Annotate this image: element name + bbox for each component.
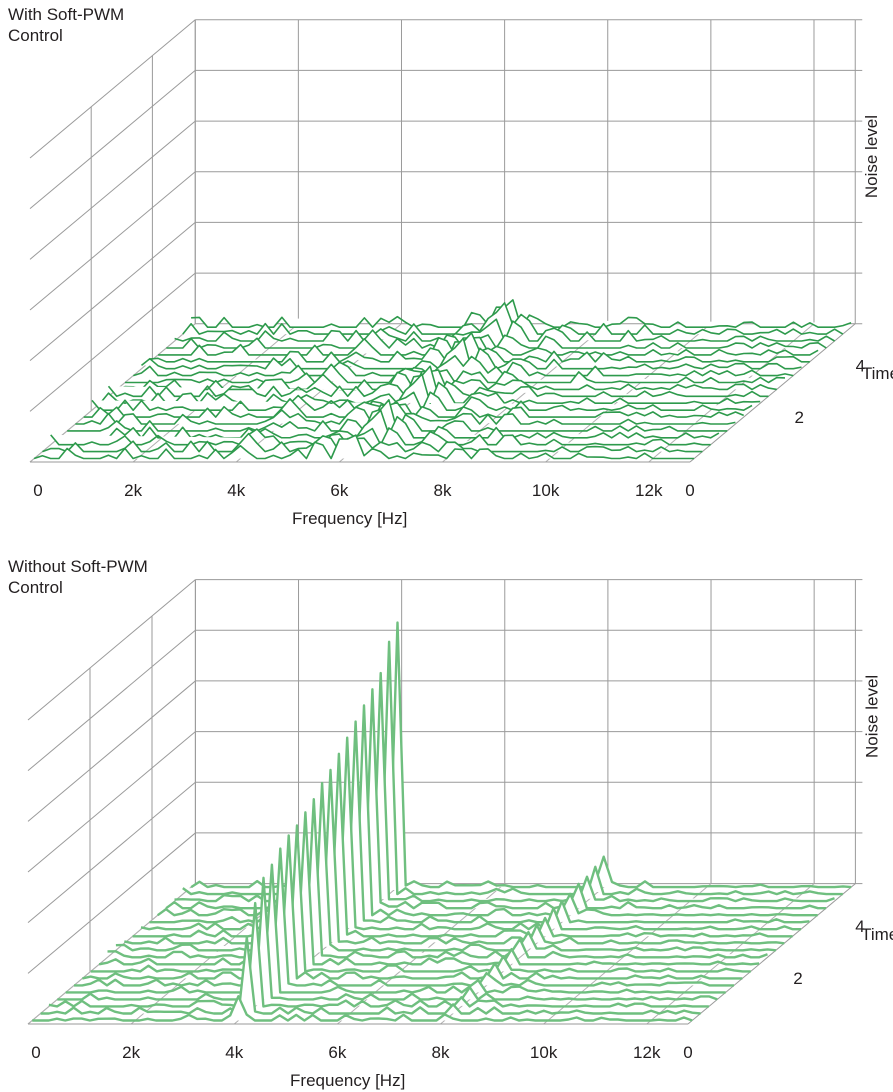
spectrum-trace	[57, 876, 718, 1001]
z-axis-label: Noise level	[862, 115, 881, 198]
spectrum-trace	[90, 824, 751, 973]
time-axis-line	[689, 323, 856, 463]
spectrum-trace	[32, 995, 693, 1022]
grid-line	[29, 272, 196, 412]
left-wall-grid	[29, 19, 196, 463]
spectrum-trace	[99, 373, 761, 405]
chart-with-soft-pwm: With Soft-PWM Control 0 2k 4k 6k 8k 10k 12k Fre…	[8, 5, 893, 528]
traces	[33, 299, 852, 460]
z-axis-label: Noise level	[862, 675, 881, 758]
y-tick-label: 2	[794, 408, 803, 427]
grid-line	[27, 781, 196, 924]
spectrum-trace	[132, 752, 793, 938]
x-axis-label: Frequency [Hz]	[292, 509, 407, 528]
spectrum-trace	[98, 811, 760, 966]
x-tick-label: 4k	[225, 1043, 243, 1062]
x-tick-label: 0	[33, 481, 42, 500]
grid-line	[27, 629, 196, 772]
chart-title: Without Soft-PWM Control	[8, 557, 148, 597]
y-axis-label: Time [s]	[861, 925, 893, 944]
x-ticks: 0 2k 4k 6k 8k 10k 12k	[33, 481, 663, 500]
x-tick-label: 10k	[530, 1043, 558, 1062]
y-ticks: 0 2 4	[683, 917, 864, 1062]
spectrum-trace	[82, 834, 743, 980]
grid-line	[646, 883, 815, 1025]
back-wall-grid	[194, 19, 863, 325]
chart-title: With Soft-PWM Control	[8, 5, 125, 45]
grid-line	[27, 680, 196, 822]
y-tick-label: 0	[685, 481, 694, 500]
spectrum-trace	[165, 688, 827, 910]
x-axis-label: Frequency [Hz]	[290, 1071, 405, 1090]
spectrum-trace	[140, 736, 801, 931]
spectrum-trace	[65, 863, 726, 994]
grid-line	[27, 832, 196, 974]
grid-line	[27, 731, 196, 873]
grid-line	[442, 323, 609, 463]
spectrum-trace	[40, 936, 701, 1015]
grid-line	[29, 70, 196, 210]
spectrum-trace	[33, 434, 695, 460]
grid-line	[29, 171, 196, 311]
y-tick-label: 2	[793, 969, 802, 988]
x-tick-label: 2k	[122, 1043, 140, 1062]
grid-line	[29, 120, 196, 260]
grid-line	[29, 222, 196, 362]
spectrum-trace	[48, 901, 709, 1008]
y-tick-label: 0	[683, 1043, 692, 1062]
x-tick-label: 4k	[227, 481, 245, 500]
x-tick-label: 2k	[124, 481, 142, 500]
spectrum-trace	[115, 781, 777, 952]
spectrum-trace	[133, 354, 794, 377]
y-tick-label: 4	[856, 357, 865, 376]
grid-line	[545, 323, 712, 463]
y-tick-label: 4	[855, 917, 864, 936]
left-wall-grid	[27, 579, 196, 1025]
waterfall-plot: 0 2k 4k 6k 8k 10k 12k Frequency [Hz] 0 2 4Time [s]…	[29, 19, 893, 528]
spectrum-trace	[149, 720, 810, 924]
y-ticks: 0 2 4	[685, 357, 865, 500]
x-tick-label: 6k	[330, 481, 348, 500]
traces	[32, 621, 852, 1022]
grid-line	[27, 579, 196, 721]
spectrum-trace	[74, 847, 734, 987]
waterfall-plot: 0 2k 4k 6k 8k 10k 12k Frequency [Hz] 0 2 4Time [s]…	[27, 579, 893, 1090]
x-tick-label: 10k	[532, 481, 560, 500]
time-axis-line	[687, 883, 856, 1025]
x-tick-label: 12k	[635, 481, 663, 500]
spectrum-trace	[124, 768, 785, 945]
x-tick-label: 6k	[328, 1043, 346, 1062]
chart-without-soft-pwm: Without Soft-PWM Control 0 2k 4k 6k 8k 10k 12k…	[0, 546, 893, 1092]
spectrum-trace	[107, 797, 768, 959]
x-ticks: 0 2k 4k 6k 8k 10k 12k	[31, 1043, 661, 1062]
x-tick-label: 0	[31, 1043, 40, 1062]
x-tick-label: 8k	[432, 1043, 450, 1062]
y-axis-label: Time [s]	[862, 364, 893, 383]
x-tick-label: 8k	[434, 481, 452, 500]
grid-line	[29, 19, 196, 159]
x-tick-label: 12k	[633, 1043, 661, 1062]
